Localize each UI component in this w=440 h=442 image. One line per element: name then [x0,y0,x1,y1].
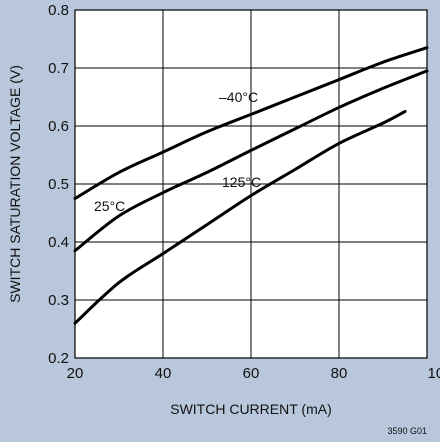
x-tick-label: 40 [155,365,172,382]
y-tick-label: 0.7 [48,60,69,77]
y-tick-label: 0.5 [48,176,69,193]
y-tick-labels: 0.2 0.3 0.4 0.5 0.6 0.7 0.8 [48,2,69,367]
y-axis-label: SWITCH SATURATION VOLTAGE (V) [7,65,23,303]
y-tick-label: 0.8 [48,2,69,19]
figure-id: 3590 G01 [387,426,427,436]
x-tick-label: 20 [67,365,84,382]
x-tick-label: 80 [331,365,348,382]
series-label-125c: 125°C [222,174,261,190]
x-axis-label: SWITCH CURRENT (mA) [170,401,332,417]
y-tick-label: 0.3 [48,292,69,309]
series-line-125c [73,110,407,325]
series-layer [73,46,429,325]
series-line-25c [73,69,429,253]
y-tick-label: 0.6 [48,118,69,135]
y-tick-label: 0.4 [48,234,69,251]
x-tick-labels: 20 40 60 80 100 [67,365,440,382]
series-line-minus40c [73,46,429,200]
x-tick-label: 60 [243,365,260,382]
x-tick-label: 100 [427,365,440,382]
y-tick-label: 0.2 [48,350,69,367]
plot-border [74,9,428,359]
series-label-25c: 25°C [94,198,125,214]
series-label-minus40c: –40°C [219,89,258,105]
